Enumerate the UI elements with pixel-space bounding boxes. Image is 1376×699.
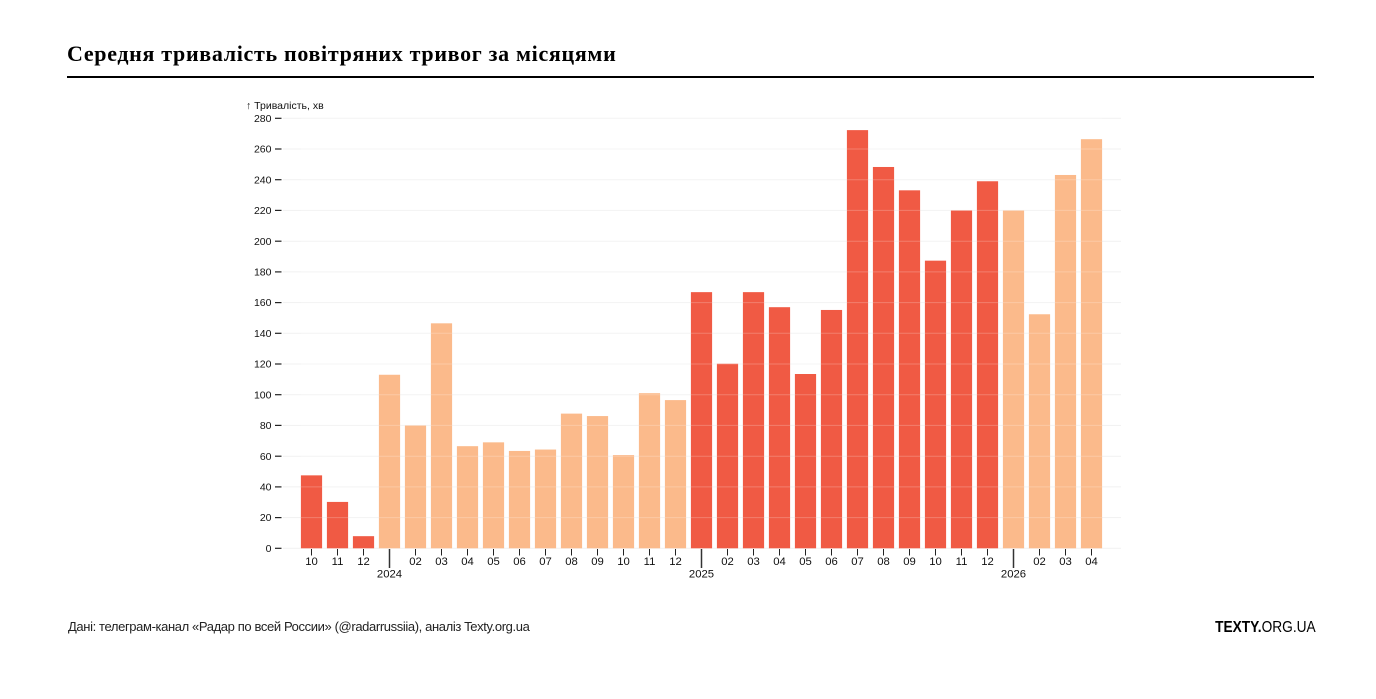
svg-text:11: 11 xyxy=(644,556,656,568)
svg-text:09: 09 xyxy=(903,556,916,568)
svg-text:04: 04 xyxy=(461,556,474,568)
svg-text:40: 40 xyxy=(260,482,272,494)
svg-text:12: 12 xyxy=(357,556,370,568)
svg-text:80: 80 xyxy=(260,420,272,432)
svg-text:12: 12 xyxy=(669,556,682,568)
svg-text:10: 10 xyxy=(305,556,318,568)
svg-text:0: 0 xyxy=(266,543,272,555)
svg-text:10: 10 xyxy=(929,556,942,568)
svg-text:2024: 2024 xyxy=(377,569,402,581)
svg-text:05: 05 xyxy=(799,556,812,568)
svg-text:280: 280 xyxy=(254,113,272,125)
svg-text:260: 260 xyxy=(254,144,272,156)
svg-text:140: 140 xyxy=(254,328,272,340)
svg-text:180: 180 xyxy=(254,267,272,279)
svg-text:160: 160 xyxy=(254,297,272,309)
svg-text:↑ Тривалість, хв: ↑ Тривалість, хв xyxy=(246,100,324,112)
svg-text:05: 05 xyxy=(487,556,500,568)
svg-text:20: 20 xyxy=(260,512,272,524)
svg-text:200: 200 xyxy=(254,236,272,248)
svg-text:03: 03 xyxy=(1059,556,1072,568)
svg-text:10: 10 xyxy=(617,556,630,568)
svg-text:220: 220 xyxy=(254,205,272,217)
svg-text:02: 02 xyxy=(721,556,734,568)
svg-text:11: 11 xyxy=(332,556,344,568)
svg-text:04: 04 xyxy=(773,556,786,568)
svg-text:07: 07 xyxy=(851,556,864,568)
svg-text:02: 02 xyxy=(1033,556,1046,568)
svg-text:06: 06 xyxy=(825,556,838,568)
svg-text:2026: 2026 xyxy=(1001,569,1026,581)
svg-text:120: 120 xyxy=(254,359,272,371)
svg-text:240: 240 xyxy=(254,174,272,186)
svg-text:2025: 2025 xyxy=(689,569,714,581)
svg-text:08: 08 xyxy=(877,556,890,568)
svg-text:12: 12 xyxy=(981,556,994,568)
svg-text:07: 07 xyxy=(539,556,552,568)
svg-text:03: 03 xyxy=(747,556,760,568)
svg-text:04: 04 xyxy=(1085,556,1098,568)
svg-text:09: 09 xyxy=(591,556,604,568)
svg-text:06: 06 xyxy=(513,556,526,568)
svg-text:02: 02 xyxy=(409,556,422,568)
svg-text:100: 100 xyxy=(254,389,272,401)
svg-text:11: 11 xyxy=(956,556,968,568)
svg-text:03: 03 xyxy=(435,556,448,568)
svg-text:08: 08 xyxy=(565,556,578,568)
svg-text:60: 60 xyxy=(260,451,272,463)
